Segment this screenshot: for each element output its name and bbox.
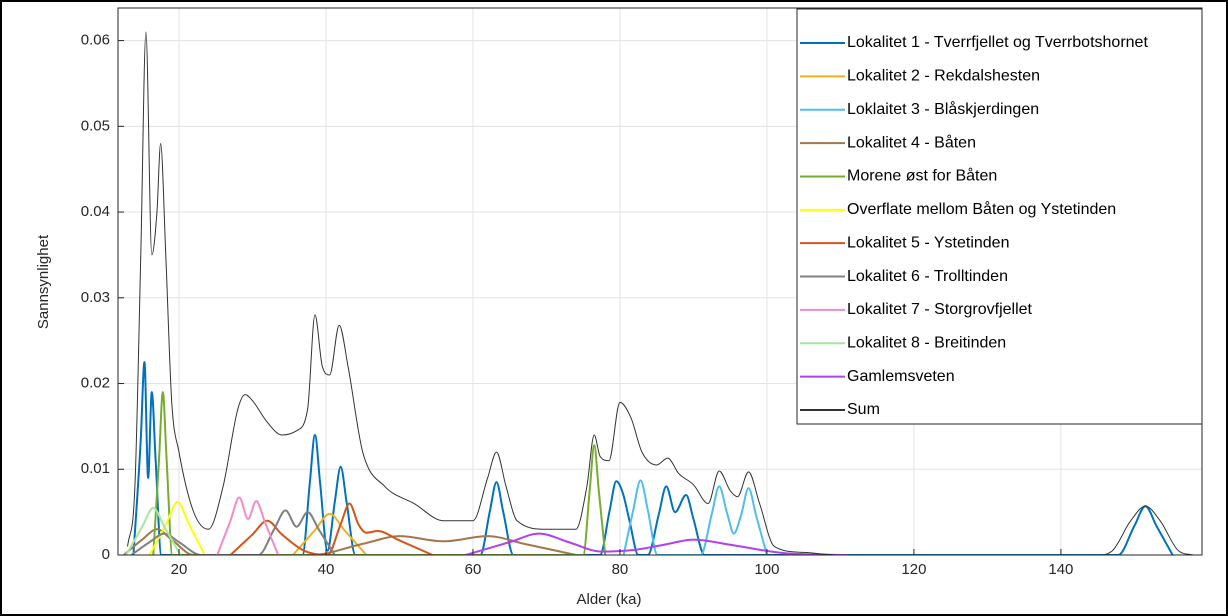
- x-tick-label: 40: [318, 561, 335, 578]
- y-axis-label: Sannsynlighet: [35, 234, 52, 329]
- y-tick-label: 0.03: [81, 289, 110, 306]
- legend-label: Morene øst for Båten: [847, 167, 997, 185]
- curve: [125, 506, 182, 555]
- legend-label: Loklaitet 3 - Blåskjerdingen: [847, 100, 1039, 118]
- curve: [130, 509, 336, 555]
- legend-label: Lokalitet 2 - Rekdalshesten: [847, 68, 1040, 85]
- x-tick-label: 100: [754, 561, 779, 578]
- legend-label: Lokalitet 7 - Storgrovfjellet: [847, 301, 1033, 318]
- curve: [622, 479, 768, 555]
- legend-label: Lokalitet 1 - Tverrfjellet og Tverrbotsh…: [847, 34, 1148, 51]
- legend-label: Lokalitet 8 - Breitinden: [847, 334, 1006, 351]
- y-tick-label: 0.06: [81, 32, 110, 49]
- curve: [465, 532, 848, 555]
- legend-label: Overflate mellom Båten og Ystetinden: [847, 200, 1116, 218]
- curve: [292, 512, 368, 555]
- y-tick-label: 0.05: [81, 117, 110, 134]
- x-tick-label: 20: [171, 561, 188, 578]
- y-tick-label: 0.02: [81, 374, 110, 391]
- legend-label: Lokalitet 5 - Ystetinden: [847, 234, 1009, 251]
- curve: [152, 391, 607, 555]
- legend-label: Sum: [847, 401, 880, 418]
- legend-label: Gamlemsveten: [847, 368, 955, 385]
- legend-label: Lokalitet 6 - Trolltinden: [847, 268, 1008, 285]
- x-tick-label: 140: [1048, 561, 1073, 578]
- legend-box: [796, 8, 1203, 425]
- curve: [127, 31, 1194, 555]
- curve: [148, 500, 206, 555]
- x-axis-label: Alder (ka): [576, 591, 641, 608]
- legend-label: Lokalitet 4 - Båten: [847, 133, 976, 151]
- curve: [123, 528, 577, 555]
- y-tick-label: 0.01: [81, 460, 110, 477]
- y-tick-label: 0.04: [81, 203, 110, 220]
- x-tick-label: 80: [612, 561, 629, 578]
- curve: [216, 496, 280, 555]
- y-tick-label: 0: [102, 546, 110, 563]
- curve: [229, 502, 433, 555]
- x-tick-label: 120: [901, 561, 926, 578]
- curve: [132, 361, 1174, 555]
- x-tick-label: 60: [465, 561, 482, 578]
